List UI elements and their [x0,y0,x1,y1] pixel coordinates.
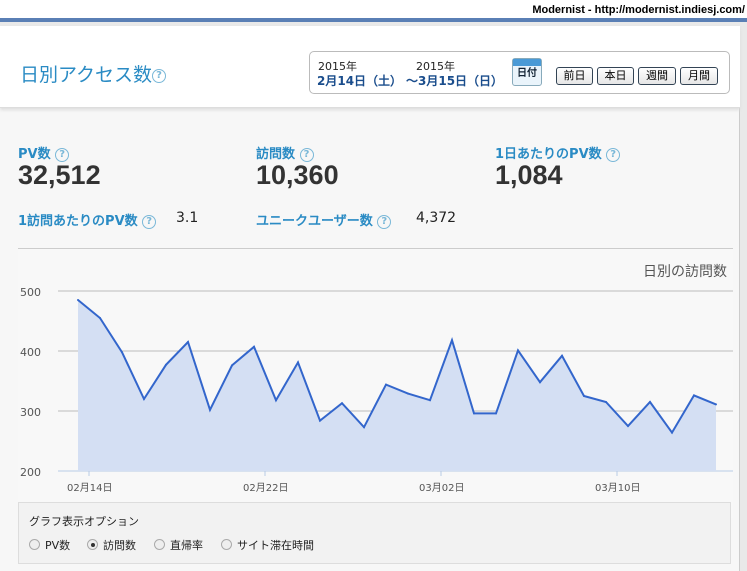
data-point [561,354,563,357]
data-point [627,425,629,427]
x-tick-label: 02月22日 [243,482,288,494]
pv-label: PV数 ? [18,143,70,162]
x-tick-label: 03月10日 [595,482,640,494]
main-panel: 日別アクセス数? 2015年 2月14日（土） 2015年 ～3月15日（日） … [0,26,740,571]
y-tick-label: 400 [20,346,41,359]
radio-time-on-site[interactable]: サイト滞在時間 [221,537,314,553]
data-point [253,345,255,348]
data-point [297,361,299,364]
chart-container: 日別の訪問数 200 300 400 500 02月14日 02月22日 03月02日 03月… [18,248,733,518]
end-year: 2015年 [416,60,455,73]
help-icon[interactable]: ? [55,147,70,162]
pv-per-visit-value: 3.1 [176,210,199,226]
data-point [649,401,651,403]
date-range-picker: 2015年 2月14日（土） 2015年 ～3月15日（日） 日付 前日 本日 … [309,51,730,94]
x-tick-label: 03月02日 [419,482,464,494]
data-point [715,403,717,406]
help-icon[interactable]: ? [142,214,157,229]
end-date[interactable]: ～3月15日（日） [406,74,504,88]
pv-value: 32,512 [18,160,101,190]
data-point [407,392,409,395]
radio-visits[interactable]: 訪問数 [87,537,136,553]
site-label: Modernist - http://modernist.indiesj.com… [532,4,745,16]
data-point [583,395,585,397]
help-icon[interactable]: ? [152,68,167,83]
radio-pv[interactable]: PV数 [29,537,70,553]
visits-value: 10,360 [256,160,339,190]
pv-per-day-value: 1,084 [495,160,563,190]
help-icon[interactable]: ? [377,214,392,229]
today-button[interactable]: 本日 [597,67,634,85]
data-point [385,383,387,386]
data-point [429,399,431,402]
visits-chart: 200 300 400 500 02月14日 02月22日 03月02日 03月10日 [20,286,733,494]
data-point [143,398,145,400]
data-point [605,401,607,403]
y-tick-label: 200 [20,466,41,479]
data-point [77,299,79,301]
data-point [319,419,321,422]
data-point [451,339,453,342]
help-icon[interactable]: ? [606,147,621,162]
data-point [539,381,541,384]
page-title: 日別アクセス数? [20,60,167,87]
data-point [209,408,211,411]
data-point [99,317,101,319]
options-title: グラフ表示オプション [29,515,139,528]
data-point [363,426,365,429]
y-tick-label: 500 [20,286,41,299]
data-point [121,351,123,354]
x-tick-label: 02月14日 [67,482,112,494]
start-date[interactable]: 2月14日（土） [317,74,403,88]
area-fill [78,300,716,471]
calendar-icon[interactable]: 日付 [512,58,542,86]
unique-users-value: 4,372 [416,210,457,226]
data-point [671,431,673,434]
start-year: 2015年 [318,60,357,73]
data-point [165,363,167,366]
month-button[interactable]: 月間 [680,67,718,85]
data-point [187,341,189,343]
visits-label: 訪問数 ? [256,143,314,162]
header: 日別アクセス数? 2015年 2月14日（土） 2015年 ～3月15日（日） … [0,26,740,108]
data-point [341,402,343,405]
pv-per-visit-label: 1訪問あたりのPV数 ? [18,210,157,229]
data-point [495,412,497,415]
y-tick-label: 300 [20,406,41,419]
data-point [231,364,233,367]
top-bar: Modernist - http://modernist.indiesj.com… [0,0,747,22]
graph-options: グラフ表示オプション PV数 訪問数 直帰率 サイト滞在時間 [18,502,731,564]
data-point [275,399,277,402]
unique-users-label: ユニークユーザー数 ? [256,210,392,229]
chart-title: 日別の訪問数 [643,264,727,280]
radio-bounce-rate[interactable]: 直帰率 [154,537,203,553]
series-line [77,299,717,435]
week-button[interactable]: 週間 [638,67,676,85]
data-point [473,412,475,415]
help-icon[interactable]: ? [299,147,314,162]
data-point [517,349,519,352]
pv-per-day-label: 1日あたりのPV数 ? [495,143,621,162]
prev-day-button[interactable]: 前日 [556,67,593,85]
data-point [693,394,695,397]
